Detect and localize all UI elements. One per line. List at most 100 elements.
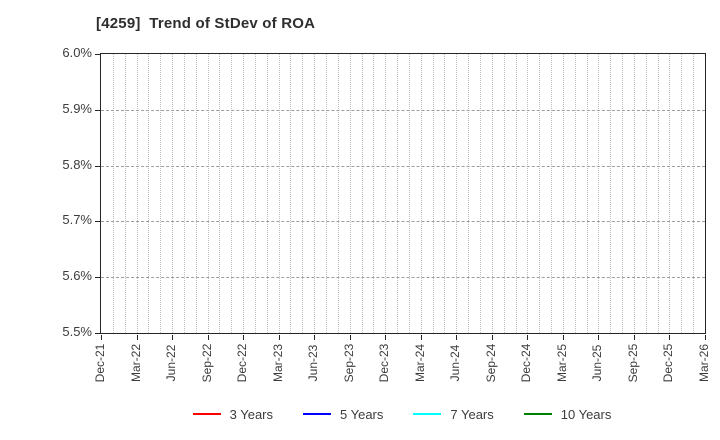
v-gridline — [562, 54, 564, 333]
v-gridline — [124, 54, 126, 333]
h-gridline — [101, 109, 705, 111]
x-axis-tick — [527, 334, 529, 340]
v-gridline — [420, 54, 422, 333]
chart-title: [4259] Trend of StDev of ROA — [96, 15, 316, 32]
v-gridline — [385, 54, 387, 333]
x-axis-tick-label: Dec-23 — [377, 343, 392, 383]
y-axis-tick — [94, 109, 100, 111]
x-axis-tick-label: Jun-22 — [164, 344, 179, 382]
v-gridline — [515, 54, 517, 333]
v-gridline — [586, 54, 588, 333]
y-axis-tick — [94, 165, 100, 167]
legend-line-swatch-3-years — [192, 413, 221, 415]
legend-item-10-years: 10 Years — [523, 407, 611, 422]
v-gridline — [479, 54, 481, 333]
y-axis-tick-label: 5.6% — [62, 268, 92, 284]
x-axis-tick-label: Mar-22 — [128, 343, 143, 383]
x-axis-tick-label: Mar-23 — [270, 343, 285, 383]
x-axis-tick — [278, 334, 280, 340]
v-gridline — [610, 54, 612, 333]
v-gridline — [574, 54, 576, 333]
y-axis-tick — [94, 333, 100, 334]
x-axis-tick — [598, 334, 600, 340]
x-axis-tick — [136, 334, 138, 340]
h-gridline — [101, 165, 705, 167]
v-gridline — [693, 54, 695, 333]
y-axis-tick — [94, 221, 100, 223]
v-gridline — [373, 54, 375, 333]
x-axis-tick — [101, 334, 102, 340]
v-gridline — [444, 54, 446, 333]
x-axis-tick-label: Dec-24 — [519, 343, 534, 383]
v-gridline — [633, 54, 635, 333]
x-axis-tick-label: Jun-24 — [448, 344, 463, 382]
x-axis-tick — [349, 334, 351, 340]
x-axis-tick — [207, 334, 209, 340]
v-gridline — [207, 54, 209, 333]
v-gridline — [527, 54, 529, 333]
v-gridline — [254, 54, 256, 333]
v-gridline — [456, 54, 458, 333]
plot-area — [94, 53, 706, 340]
v-gridline — [337, 54, 339, 333]
x-axis-tick — [669, 334, 671, 340]
v-gridline — [195, 54, 197, 333]
x-axis-tick-label: Sep-25 — [625, 343, 640, 383]
y-axis-tick-label: 5.8% — [62, 156, 92, 172]
v-gridline — [243, 54, 245, 333]
v-gridline — [349, 54, 351, 333]
y-axis-tick — [94, 54, 100, 55]
x-axis-tick-label: Sep-24 — [483, 343, 498, 383]
v-gridline — [278, 54, 280, 333]
x-axis-tick-label: Mar-24 — [412, 343, 427, 383]
x-axis-tick — [172, 334, 174, 340]
legend-label: 7 Years — [450, 406, 494, 422]
x-axis-tick-label: Jun-25 — [590, 344, 605, 382]
y-axis-tick-label: 5.7% — [62, 212, 92, 228]
x-axis-tick-label: Mar-26 — [697, 343, 711, 383]
y-axis-tick — [94, 277, 100, 279]
v-gridline — [326, 54, 328, 333]
v-gridline — [681, 54, 683, 333]
x-axis-tick — [491, 334, 493, 340]
v-gridline — [183, 54, 185, 333]
v-gridline — [219, 54, 221, 333]
legend-item-3-years: 3 Years — [192, 406, 273, 422]
v-gridline — [172, 54, 174, 333]
y-axis-tick-label: 6.0% — [62, 45, 92, 60]
legend-line-swatch-7-years — [413, 413, 442, 415]
v-gridline — [551, 54, 553, 333]
x-axis-tick — [705, 334, 706, 340]
x-axis-tick — [385, 334, 387, 340]
v-gridline — [503, 54, 505, 333]
x-axis-tick-label: Sep-23 — [341, 343, 356, 383]
legend-item-5-years: 5 Years — [303, 407, 383, 422]
legend-line-swatch-10-years — [523, 413, 552, 415]
v-gridline — [160, 54, 162, 333]
v-gridline — [136, 54, 138, 333]
y-axis-tick-label: 5.9% — [62, 100, 92, 116]
legend: 3 Years 5 Years 7 Years 10 Years — [100, 403, 704, 425]
legend-item-7-years: 7 Years — [413, 406, 494, 422]
v-gridline — [314, 54, 316, 333]
legend-label: 3 Years — [229, 406, 273, 422]
v-gridline — [302, 54, 304, 333]
v-gridline — [408, 54, 410, 333]
legend-line-swatch-5-years — [303, 413, 331, 415]
v-gridline — [622, 54, 624, 333]
x-axis-tick-label: Mar-25 — [554, 343, 569, 383]
x-axis-tick — [314, 334, 316, 340]
v-gridline — [645, 54, 647, 333]
v-gridline — [657, 54, 659, 333]
h-gridline — [101, 221, 705, 223]
v-gridline — [491, 54, 493, 333]
x-axis-tick-label: Sep-22 — [199, 343, 214, 383]
x-axis-tick-label: Dec-25 — [661, 343, 676, 383]
v-gridline — [361, 54, 363, 333]
v-gridline — [468, 54, 470, 333]
v-gridline — [598, 54, 600, 333]
x-axis-tick-label: Jun-23 — [306, 344, 321, 382]
v-gridline — [266, 54, 268, 333]
v-gridline — [148, 54, 150, 333]
